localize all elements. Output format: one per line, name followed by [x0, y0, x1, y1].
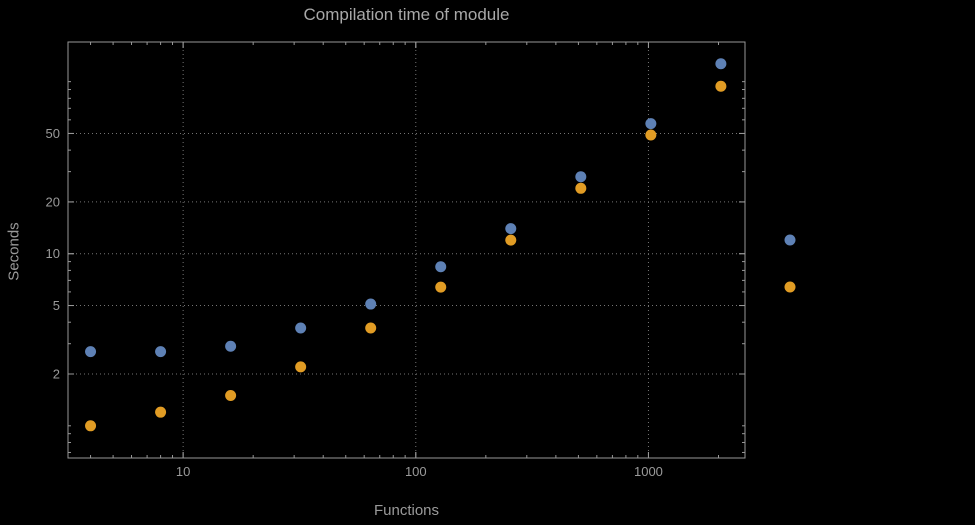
scatter-point-series-2-16: [225, 390, 237, 402]
scatter-point-series-2-4: [85, 420, 97, 432]
x-axis-label: Functions: [373, 502, 440, 519]
scatter-point-series-2-512: [575, 182, 587, 194]
scatter-point-series-2-64: [365, 322, 377, 334]
scatter-point-series-1-4: [85, 346, 97, 358]
scatter-point-series-2-256: [505, 234, 517, 246]
scatter-point-series-1-128: [435, 261, 447, 273]
scatter-point-series-2-2048: [715, 80, 727, 92]
scatter-point-series-1-8: [155, 346, 167, 358]
legend-marker-series-2: [784, 281, 796, 293]
scatter-point-series-1-32: [295, 322, 307, 334]
x-tick-label-10: 10: [176, 464, 190, 479]
scatter-point-series-1-256: [505, 223, 517, 235]
scatter-point-series-2-8: [155, 406, 167, 418]
scatter-point-series-1-16: [225, 340, 237, 352]
scatter-point-series-2-128: [435, 281, 447, 293]
x-tick-label-100: 100: [405, 464, 427, 479]
y-tick-label-5: 5: [53, 298, 60, 313]
scatter-point-series-2-1024: [645, 129, 657, 141]
legend-marker-series-1: [784, 234, 796, 246]
chart-title: Compilation time of module: [303, 5, 510, 24]
y-tick-label-10: 10: [46, 246, 60, 261]
scatter-point-series-1-1024: [645, 118, 657, 130]
scatter-point-series-1-512: [575, 171, 587, 183]
y-axis-label: Seconds: [5, 222, 23, 281]
scatter-point-series-1-64: [365, 298, 377, 310]
y-tick-label-20: 20: [46, 194, 60, 209]
plot-frame: [67, 41, 746, 459]
y-tick-label-2: 2: [53, 367, 60, 382]
scatter-point-series-1-2048: [715, 58, 727, 70]
y-tick-label-50: 50: [46, 126, 60, 141]
scatter-point-series-2-32: [295, 361, 307, 373]
x-tick-label-1000: 1000: [634, 464, 663, 479]
